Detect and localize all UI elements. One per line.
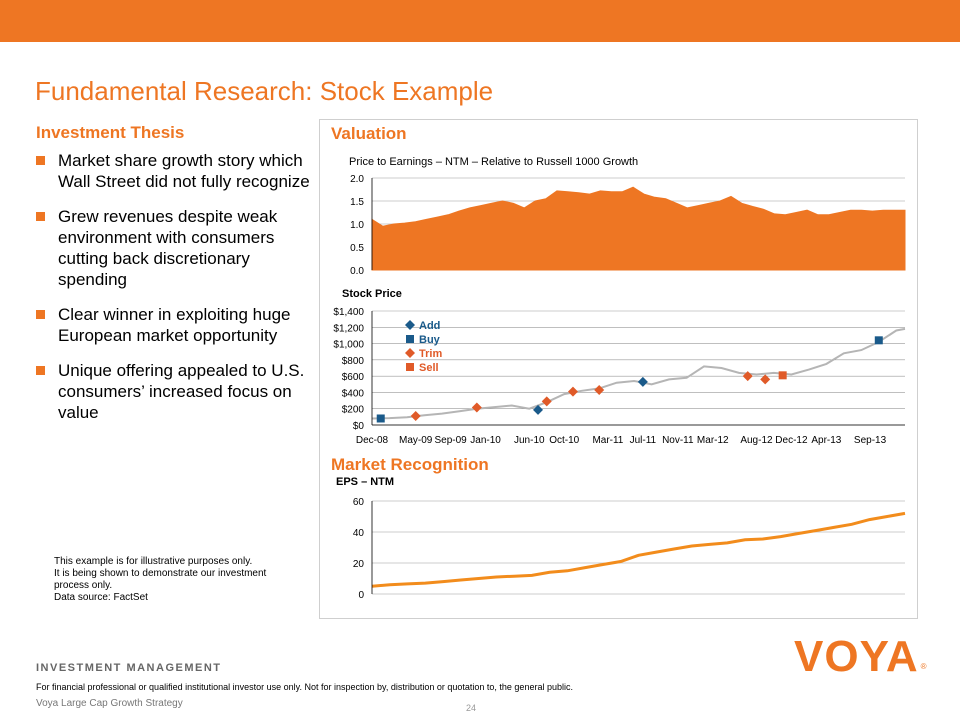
trade-marker-buy <box>376 414 385 423</box>
top-banner <box>0 0 960 42</box>
thesis-bullet-text: Market share growth story which Wall Str… <box>58 151 310 191</box>
stock-x-tick-label: Sep-13 <box>854 435 887 446</box>
eps-line <box>371 511 906 588</box>
stock-x-tick-label: Jun-10 <box>514 435 545 446</box>
pe-y-tick-label: 0.0 <box>350 266 364 277</box>
stock-x-tick-label: Mar-11 <box>592 435 623 446</box>
disclaimer-line: It is being shown to demonstrate our inv… <box>54 568 267 579</box>
stock-x-tick-label: Dec-08 <box>356 435 389 446</box>
stock-y-tick-label: $400 <box>342 388 365 399</box>
trade-marker-add <box>533 404 544 415</box>
strategy-name: Voya Large Cap Growth Strategy <box>36 698 183 709</box>
trade-marker-trim <box>742 371 753 382</box>
legend-label-sell: Sell <box>419 362 439 374</box>
voya-logo: VOYA ® <box>794 632 928 682</box>
logo-wordmark: VOYA <box>794 632 919 681</box>
bullet-square-icon <box>36 310 45 319</box>
thesis-bullet-list: Market share growth story which Wall Str… <box>36 150 321 437</box>
stock-x-tick-label: Jul-11 <box>630 435 657 446</box>
pe-y-tick-label: 1.0 <box>350 220 364 231</box>
stock-x-tick-label: Jan-10 <box>470 435 501 446</box>
thesis-bullet: Market share growth story which Wall Str… <box>36 150 321 192</box>
eps-y-tick-label: 40 <box>353 528 365 539</box>
pe-y-tick-label: 0.5 <box>350 243 364 254</box>
stock-y-tick-label: $1,200 <box>333 323 364 334</box>
legend-label-add: Add <box>419 320 440 332</box>
market-recognition-heading: Market Recognition <box>331 455 489 474</box>
eps-chart-title: EPS – NTM <box>336 476 395 488</box>
trade-marker-trim <box>567 386 578 397</box>
stock-y-tick-label: $1,400 <box>333 307 364 318</box>
stock-y-tick-label: $0 <box>353 421 365 432</box>
stock-chart-title: Stock Price <box>342 288 402 300</box>
legend-marker-buy <box>406 335 414 343</box>
stock-x-tick-label: Mar-12 <box>697 435 729 446</box>
stock-y-tick-label: $1,000 <box>333 340 364 351</box>
division-label: INVESTMENT MANAGEMENT <box>36 662 222 674</box>
valuation-heading: Valuation <box>331 124 407 143</box>
pe-chart-title: Price to Earnings – NTM – Relative to Ru… <box>349 156 639 168</box>
page-title: Fundamental Research: Stock Example <box>35 76 494 106</box>
disclaimer-line: Data source: FactSet <box>54 592 148 603</box>
stock-x-tick-label: Dec-12 <box>775 435 808 446</box>
trade-marker-trim <box>594 384 605 395</box>
trade-marker-trim <box>541 396 552 407</box>
charts-panel <box>319 119 918 619</box>
thesis-bullet-text: Clear winner in exploiting huge European… <box>58 305 291 345</box>
legend-marker-sell <box>406 363 414 371</box>
pe-y-tick-label: 1.5 <box>350 197 364 208</box>
disclaimer-line: process only. <box>54 580 113 591</box>
legend-marker-add <box>405 320 415 330</box>
trade-marker-trim <box>471 402 482 413</box>
investment-thesis-heading: Investment Thesis <box>36 123 185 142</box>
thesis-bullet-text: Unique offering appealed to U.S. consume… <box>58 361 305 422</box>
bullet-square-icon <box>36 366 45 375</box>
thesis-bullet: Unique offering appealed to U.S. consume… <box>36 360 321 423</box>
trade-marker-add <box>637 376 648 387</box>
thesis-bullet-text: Grew revenues despite weak environment w… <box>58 207 278 289</box>
registered-mark: ® <box>920 662 928 671</box>
eps-y-tick-label: 60 <box>353 497 365 508</box>
disclaimer-line: This example is for illustrative purpose… <box>54 556 253 567</box>
stock-x-tick-label: Sep-09 <box>435 435 468 446</box>
eps-y-tick-label: 20 <box>353 559 365 570</box>
stock-y-tick-label: $800 <box>342 356 365 367</box>
trade-marker-trim <box>410 411 421 422</box>
pe-area <box>371 186 906 271</box>
bullet-square-icon <box>36 212 45 221</box>
footer-disclaimer: For financial professional or qualified … <box>36 682 573 692</box>
thesis-bullet: Grew revenues despite weak environment w… <box>36 206 321 290</box>
bullet-square-icon <box>36 156 45 165</box>
trade-marker-buy <box>874 336 883 345</box>
stock-y-tick-label: $600 <box>342 372 365 383</box>
stock-x-tick-label: Nov-11 <box>662 435 694 446</box>
thesis-bullet: Clear winner in exploiting huge European… <box>36 304 321 346</box>
eps-y-tick-label: 0 <box>358 590 364 601</box>
trade-marker-sell <box>778 371 787 380</box>
stock-price-line <box>371 327 906 420</box>
stock-y-tick-label: $200 <box>342 405 365 416</box>
legend-label-buy: Buy <box>419 334 441 346</box>
page-number: 24 <box>466 703 477 713</box>
legend-label-trim: Trim <box>419 348 442 360</box>
stock-x-tick-label: Apr-13 <box>811 435 841 446</box>
stock-x-tick-label: May-09 <box>399 435 433 446</box>
stock-x-tick-label: Oct-10 <box>549 435 579 446</box>
stock-x-tick-label: Aug-12 <box>740 435 773 446</box>
legend-marker-trim <box>405 348 415 358</box>
trade-marker-trim <box>760 374 771 385</box>
illustrative-disclaimer: This example is for illustrative purpose… <box>54 556 304 604</box>
pe-y-tick-label: 2.0 <box>350 174 364 185</box>
